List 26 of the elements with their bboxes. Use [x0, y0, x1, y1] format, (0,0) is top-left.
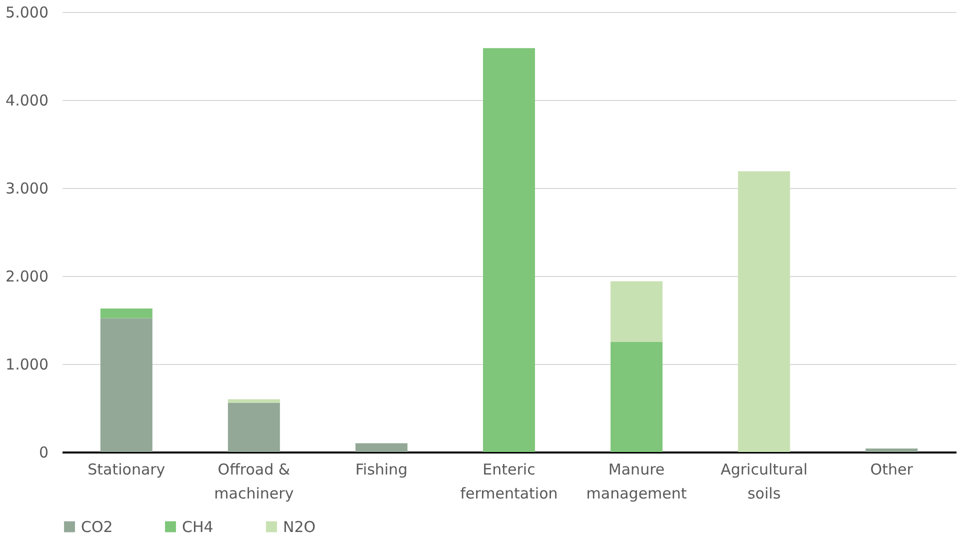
x-tick-label: Offroad & machinery: [214, 460, 294, 502]
bar: [228, 402, 280, 452]
y-tick-label: 3.000: [6, 180, 48, 198]
y-tick-label: 5.000: [6, 4, 48, 22]
bar: [483, 48, 535, 452]
bar: [355, 443, 408, 452]
bar: [610, 342, 663, 452]
bar: [738, 171, 790, 452]
y-tick-label: 0: [38, 444, 48, 462]
bar: [100, 318, 152, 452]
x-tick-label: Manure management: [586, 460, 687, 502]
y-tick-label: 4.000: [6, 92, 48, 110]
x-tick-label: Agricultural soils: [720, 460, 808, 502]
x-tick-label: Enteric fermentation: [460, 460, 558, 502]
bar: [228, 399, 280, 403]
x-tick-label: Other: [870, 460, 914, 478]
x-tick-label: Fishing: [355, 460, 408, 478]
bar: [866, 448, 918, 452]
bar: [100, 308, 152, 318]
legend-label: CH4: [182, 518, 214, 536]
x-tick-label: Stationary: [88, 460, 166, 478]
legend-label: CO2: [81, 518, 113, 536]
y-tick-label: 2.000: [6, 268, 48, 286]
bar: [610, 281, 663, 342]
y-tick-label: 1.000: [6, 356, 48, 374]
legend-label: N2O: [283, 518, 316, 536]
